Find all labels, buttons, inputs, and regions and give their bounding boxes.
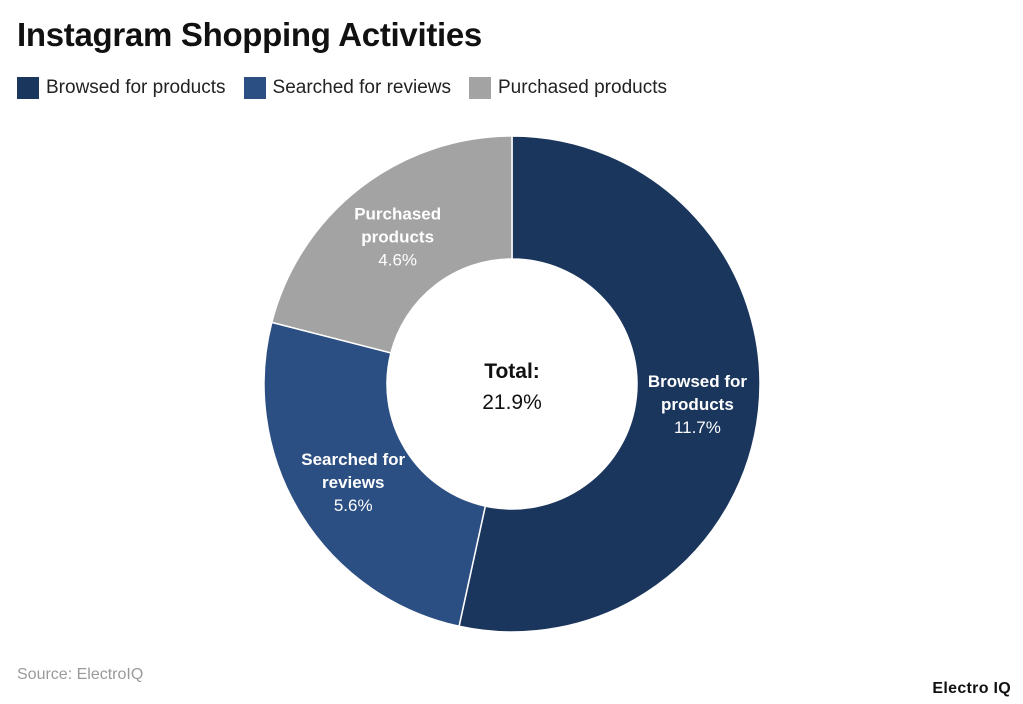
slice-label-searched: reviews bbox=[322, 473, 384, 492]
legend-item-browsed: Browsed for products bbox=[17, 77, 226, 99]
slice-label-purchased: products bbox=[361, 228, 434, 247]
slice-value-purchased: 4.6% bbox=[378, 251, 417, 270]
slice-label-browsed: Browsed for bbox=[648, 372, 748, 391]
slice-value-searched: 5.6% bbox=[334, 496, 373, 515]
legend: Browsed for products Searched for review… bbox=[17, 77, 685, 99]
slice-labels: Browsed for products 11.7% Searched for revi… bbox=[301, 205, 747, 515]
brand-logo: Electro IQ bbox=[932, 680, 1011, 697]
chart-title: Instagram Shopping Activities bbox=[17, 16, 482, 53]
legend-swatch-purchased bbox=[469, 77, 491, 99]
legend-swatch-searched bbox=[243, 77, 266, 99]
legend-item-searched: Searched for reviews bbox=[243, 77, 451, 99]
legend-label-searched: Searched for reviews bbox=[272, 77, 451, 98]
legend-item-purchased: Purchased products bbox=[469, 77, 667, 99]
slice-purchased bbox=[270, 135, 513, 354]
slice-label-browsed: products bbox=[661, 395, 734, 414]
center-label: Total: 21.9% bbox=[482, 360, 542, 414]
legend-swatch-browsed bbox=[17, 77, 39, 99]
slice-value-browsed: 11.7% bbox=[674, 418, 721, 437]
slice-label-searched: Searched for bbox=[301, 450, 405, 469]
donut-slices bbox=[263, 135, 761, 633]
legend-label-browsed: Browsed for products bbox=[46, 77, 226, 98]
legend-label-purchased: Purchased products bbox=[498, 77, 667, 98]
center-total-value: 21.9% bbox=[482, 391, 542, 414]
center-total-title: Total: bbox=[484, 360, 540, 383]
slice-searched bbox=[263, 321, 487, 628]
slice-label-purchased: Purchased bbox=[354, 205, 441, 224]
source-note: Source: ElectroIQ bbox=[17, 666, 144, 683]
slice-browsed bbox=[458, 135, 761, 633]
